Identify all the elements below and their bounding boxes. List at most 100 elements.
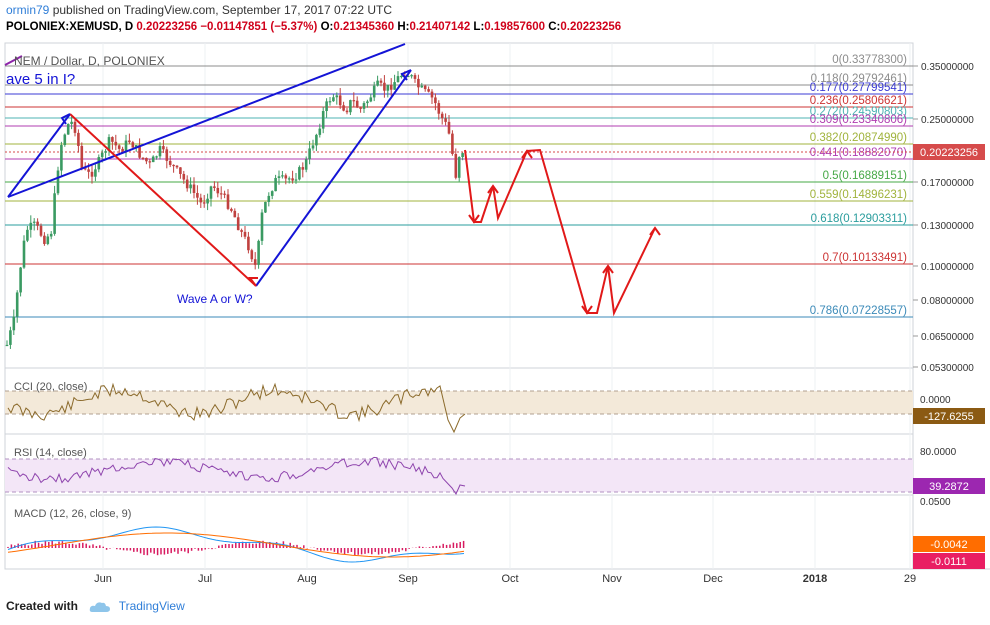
candle-body <box>94 169 97 177</box>
ohlc-line: POLONIEX:XEMUSD, D 0.20223256 −0.0114785… <box>6 21 621 33</box>
arrowhead-icon <box>649 226 661 236</box>
close-value: 0.20223256 <box>560 21 622 33</box>
candle-body <box>437 103 441 114</box>
candle-body <box>332 97 335 102</box>
candle-body <box>151 156 155 163</box>
candle-body <box>70 121 73 125</box>
time-axis: Jun Jul Aug Sep Oct Nov Dec 2018 29 <box>94 573 916 585</box>
tradingview-brand[interactable]: TradingView <box>118 599 185 613</box>
candle-body <box>15 292 19 317</box>
candle-body <box>63 134 67 146</box>
time-tick-label: Jun <box>94 573 112 585</box>
candle-body <box>308 148 311 160</box>
candle-body <box>121 148 124 152</box>
candle-body <box>46 236 50 244</box>
candle-body <box>5 344 9 347</box>
macd-value: -0.0111 <box>931 556 967 568</box>
waveA-label: Wave A or W? <box>177 292 253 306</box>
price-tick-label: 0.35000000 <box>921 62 974 73</box>
candle-body <box>417 78 420 88</box>
candle-body <box>454 153 458 178</box>
price-tick-label: 0.25000000 <box>921 115 974 126</box>
blue-channel-line <box>7 43 406 198</box>
fib-level-label: 0.177(0.27799541) <box>810 82 907 94</box>
rsi-line <box>7 456 466 496</box>
cci-value: -127.6255 <box>924 411 974 423</box>
cci-legend: CCI (20, close) <box>14 381 87 393</box>
cci-value-box <box>913 408 985 424</box>
candle-body <box>216 187 220 194</box>
candle-body <box>349 100 352 113</box>
footer: Created with TradingView <box>6 599 185 614</box>
arrowhead-icon <box>400 69 412 81</box>
arrowhead-icon <box>487 184 499 194</box>
candle-body <box>107 137 111 152</box>
candle-body <box>294 179 298 181</box>
fib-level-label: 0.272(0.24590803) <box>810 106 907 118</box>
signal-value-box <box>913 536 985 552</box>
candle-body <box>413 75 417 79</box>
high-label: H: <box>397 21 410 33</box>
candle-body <box>185 179 189 189</box>
candle-body <box>253 259 257 265</box>
candle-body <box>87 169 90 172</box>
fib-level-label: 0.309(0.23340806) <box>810 114 907 126</box>
candle-body <box>36 221 39 226</box>
candle-body <box>352 100 356 102</box>
author-link[interactable]: ormin79 <box>6 3 50 17</box>
rsi-tick: 80.0000 <box>920 447 957 458</box>
macd-tick: 0.0500 <box>920 497 951 508</box>
candle-body <box>284 175 288 179</box>
candle-body <box>257 240 260 265</box>
price-axis: 0.350000000.250000000.200000000.17000000… <box>913 62 974 374</box>
candle-body <box>158 146 162 157</box>
candle-body <box>287 178 291 180</box>
signal-line <box>7 532 465 558</box>
candle-body <box>134 145 138 148</box>
candle-body <box>240 230 243 232</box>
fib-retracement: 0(0.33778300) 0.118(0.29792461)0.177(0.27… <box>5 54 913 318</box>
fib-level-label: 0.382(0.20874990) <box>810 132 907 144</box>
candle-body <box>192 184 196 193</box>
arrowhead-icon <box>581 305 593 315</box>
candle-body <box>379 80 383 83</box>
candle-body <box>430 91 434 98</box>
candle-body <box>53 193 56 234</box>
candle-body <box>202 202 206 204</box>
candle-body <box>213 186 216 188</box>
time-tick-label: Oct <box>501 573 518 585</box>
candle-body <box>19 267 22 293</box>
fib-level-label: 0.236(0.25806621) <box>810 95 907 107</box>
close-label: C: <box>548 21 561 33</box>
candle-body <box>376 80 379 86</box>
last-price-box <box>913 144 985 160</box>
price-tick-label: 0.17000000 <box>921 178 974 189</box>
candle-body <box>172 164 175 167</box>
candle-body <box>138 145 141 158</box>
macd-value-box <box>913 553 985 569</box>
candle-body <box>267 195 271 202</box>
candle-body <box>104 151 107 153</box>
candle-body <box>366 101 369 104</box>
candle-body <box>318 128 322 135</box>
candlesticks <box>5 70 464 349</box>
price-tick-label: 0.05300000 <box>921 363 974 374</box>
open-label: O: <box>320 21 334 33</box>
candle-body <box>73 121 77 133</box>
symbol: POLONIEX:XEMUSD, D <box>6 21 134 33</box>
candle-body <box>26 229 29 241</box>
candle-body <box>230 208 233 211</box>
low-value: 0.19857600 <box>484 21 546 33</box>
candle-body <box>148 161 152 163</box>
purple-line <box>4 55 23 66</box>
price-tick-label: 0.06500000 <box>921 332 974 343</box>
candle-body <box>281 175 284 177</box>
candle-body <box>457 157 461 178</box>
time-tick-label: Nov <box>602 573 622 585</box>
last-price: 0.20223256 <box>136 21 198 33</box>
fib-level-label: 0.786(0.07228557) <box>810 305 907 317</box>
candle-body <box>321 111 325 129</box>
candle-body <box>264 201 267 213</box>
candle-body <box>206 198 209 204</box>
